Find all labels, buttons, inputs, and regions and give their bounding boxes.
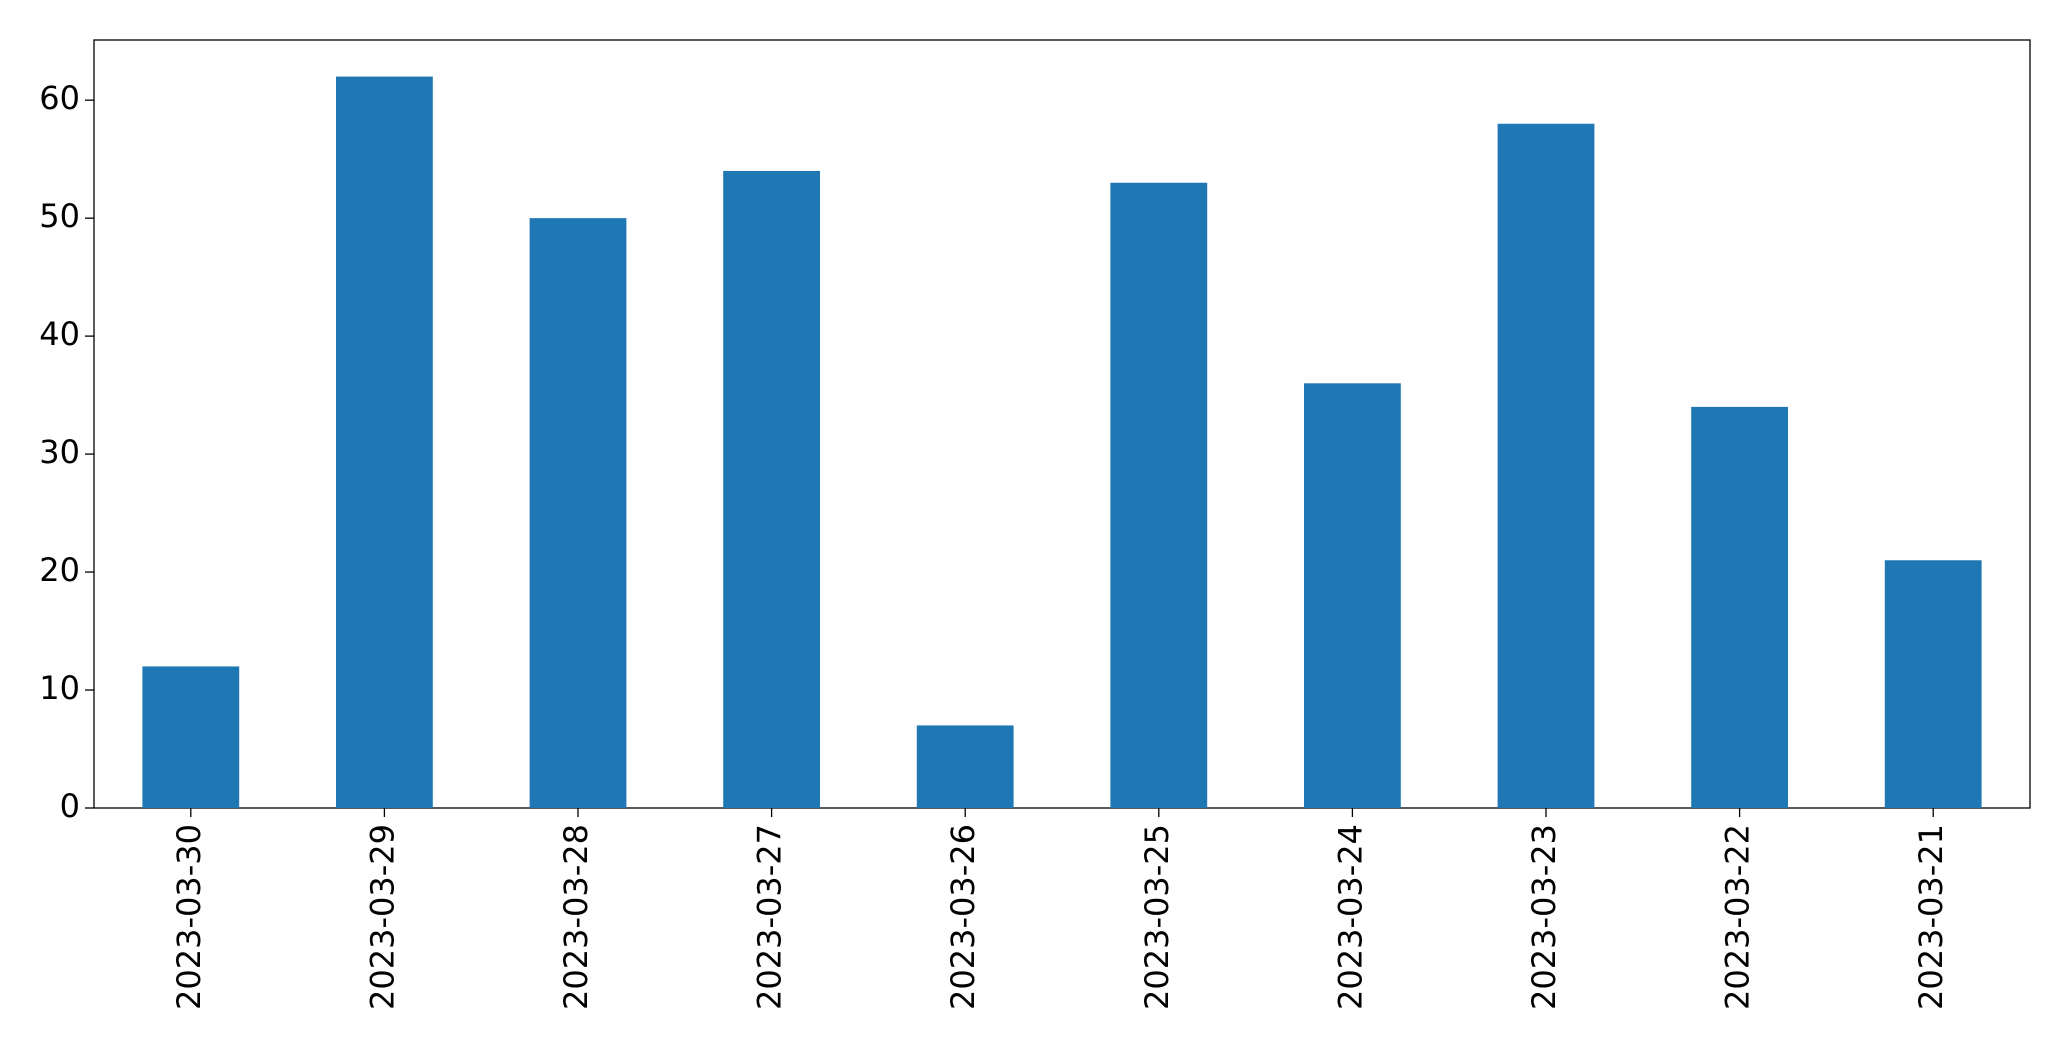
bar: [723, 170, 820, 808]
y-tick-label: 0: [60, 787, 80, 825]
x-tick-label: 2023-03-24: [1331, 824, 1369, 1010]
y-tick-label: 60: [39, 79, 80, 117]
y-tick-label: 30: [39, 433, 80, 471]
bar: [1497, 123, 1595, 808]
x-tick-label: 2023-03-26: [944, 824, 982, 1010]
bar: [916, 725, 1014, 808]
x-tick-label: 2023-03-21: [1912, 824, 1950, 1010]
x-tick-label: 2023-03-30: [170, 824, 208, 1010]
y-tick-label: 50: [39, 197, 80, 235]
y-tick-label: 40: [39, 315, 80, 353]
y-tick-label: 20: [39, 551, 80, 589]
bar: [1691, 406, 1788, 808]
x-tick-label: 2023-03-28: [557, 824, 595, 1010]
bar: [1884, 560, 1982, 808]
x-tick-label: 2023-03-23: [1525, 824, 1563, 1010]
x-tick-label: 2023-03-27: [751, 824, 789, 1010]
bar: [336, 76, 433, 809]
x-tick-label: 2023-03-29: [363, 824, 401, 1010]
bar: [1304, 383, 1401, 808]
plot-frame: [93, 39, 2031, 809]
x-tick-label: 2023-03-25: [1138, 824, 1176, 1010]
bar: [142, 666, 240, 808]
x-tick-label: 2023-03-22: [1719, 824, 1757, 1010]
y-tick-label: 10: [39, 669, 80, 707]
bar: [529, 218, 627, 808]
bar: [1110, 182, 1208, 809]
